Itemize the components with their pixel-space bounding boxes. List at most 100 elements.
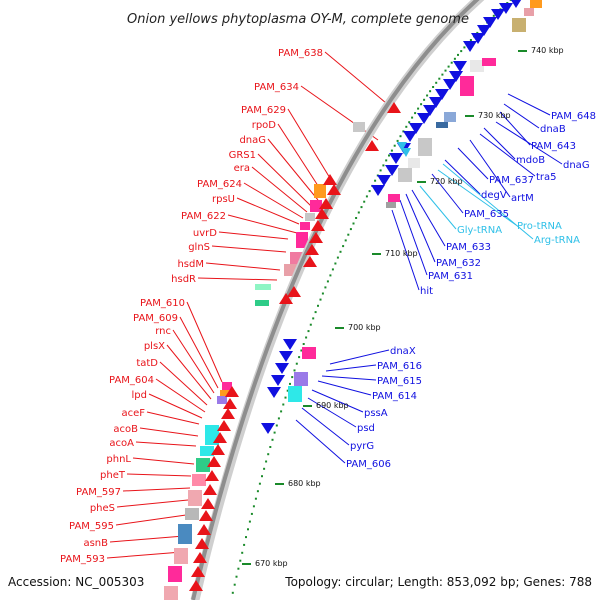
rna-gene-leader — [442, 163, 534, 240]
forward-gene-label: PAM_597 — [76, 487, 121, 498]
reverse-gene-arrow — [275, 363, 289, 374]
kbp-minor-tick — [414, 112, 417, 115]
forward-gene-label: rpoD — [252, 120, 277, 131]
forward-gene-label: PAM_595 — [69, 521, 114, 532]
cog-feature-box — [255, 284, 271, 290]
kbp-minor-tick — [261, 475, 263, 478]
feature-tracks — [164, 0, 542, 600]
forward-gene-label: PAM_610 — [140, 298, 185, 309]
kbp-minor-tick — [239, 559, 242, 562]
reverse-gene-leader — [503, 103, 540, 129]
cog-feature-box — [294, 372, 308, 386]
cog-feature-box — [222, 382, 232, 390]
forward-gene-leader — [197, 277, 278, 281]
reverse-gene-arrow — [483, 17, 497, 28]
kbp-label: 680 kbp — [288, 479, 321, 488]
forward-gene-label: phnL — [106, 454, 131, 465]
forward-gene-leader — [236, 197, 300, 225]
kbp-minor-tick — [393, 144, 396, 147]
label-leader-lines — [106, 51, 563, 559]
rna-gene-label: Pro-tRNA — [517, 221, 562, 232]
forward-gene-arrow — [303, 256, 317, 267]
forward-gene-label: GRS1 — [229, 150, 256, 161]
kbp-minor-tick — [492, 14, 495, 17]
cog-feature-box — [530, 0, 542, 8]
kbp-minor-tick — [368, 190, 371, 193]
reverse-gene-label: PAM_648 — [551, 111, 596, 122]
cog-feature-box — [512, 18, 526, 32]
reverse-gene-leader — [391, 209, 420, 291]
forward-gene-leader — [267, 138, 319, 201]
forward-gene-leader — [109, 535, 185, 543]
forward-gene-arrow — [201, 498, 215, 509]
kbp-minor-tick — [469, 39, 472, 41]
reverse-gene-leader — [469, 139, 511, 198]
kbp-tick-marks — [231, 0, 527, 594]
kbp-minor-tick — [233, 583, 236, 586]
forward-gene-arrow — [207, 456, 221, 467]
kbp-minor-tick — [408, 121, 411, 124]
kbp-minor-tick — [324, 286, 327, 289]
reverse-gene-arrow — [429, 97, 443, 108]
kbp-minor-tick — [277, 417, 280, 420]
reverse-gene-arrow — [271, 375, 285, 386]
reverse-gene-leader — [507, 93, 551, 116]
forward-gene-leader — [300, 85, 379, 141]
reverse-gene-label: hit — [420, 286, 433, 297]
rna-gene-label: Arg-tRNA — [534, 235, 580, 246]
kbp-minor-tick — [342, 245, 345, 248]
kbp-minor-tick — [388, 154, 390, 157]
reverse-gene-label: PAM_631 — [428, 271, 473, 282]
cog-feature-box — [174, 548, 188, 564]
forward-gene-leader — [116, 499, 189, 508]
kbp-minor-tick — [438, 77, 441, 80]
kbp-minor-tick — [435, 81, 438, 84]
kbp-minor-tick — [460, 50, 463, 53]
forward-gene-arrow — [315, 208, 329, 219]
forward-gene-leader — [159, 361, 208, 406]
kbp-minor-tick — [258, 482, 261, 485]
forward-gene-leader — [227, 214, 298, 234]
forward-gene-arrow — [279, 293, 293, 304]
reverse-gene-arrow — [377, 175, 391, 186]
cog-feature-box — [185, 508, 199, 520]
kbp-minor-tick — [314, 311, 317, 314]
forward-gene-arrow — [217, 420, 231, 431]
forward-gene-label: PAM_622 — [181, 211, 226, 222]
kbp-minor-tick — [399, 135, 402, 138]
forward-gene-arrow — [225, 386, 239, 397]
forward-gene-arrow — [195, 538, 209, 549]
reverse-gene-leader — [457, 147, 489, 180]
forward-gene-label: glnS — [188, 242, 210, 253]
genome-summary: Topology: circular; Length: 853,092 bp; … — [284, 575, 592, 589]
cog-feature-box — [300, 222, 310, 230]
kbp-minor-tick — [463, 46, 466, 49]
forward-gene-leader — [205, 262, 281, 271]
forward-gene-label: uvrD — [193, 228, 217, 239]
forward-gene-arrow — [323, 174, 337, 185]
kbp-minor-tick — [379, 169, 382, 172]
kbp-minor-tick — [317, 304, 319, 307]
cog-feature-box — [353, 122, 365, 132]
forward-gene-arrow — [193, 552, 207, 563]
forward-gene-leader — [132, 457, 195, 465]
kbp-minor-tick — [267, 453, 270, 456]
reverse-gene-label: dnaB — [540, 124, 566, 135]
forward-gene-arrow — [199, 510, 213, 521]
reverse-gene-leader — [411, 189, 446, 247]
kbp-minor-tick — [450, 61, 453, 64]
kbp-minor-tick — [355, 217, 358, 219]
reverse-gene-arrow — [409, 123, 423, 134]
forward-gene-arrow — [305, 244, 319, 255]
kbp-minor-tick — [365, 195, 368, 198]
genome-backbone — [191, 0, 480, 600]
forward-gene-leader — [277, 123, 325, 196]
kbp-minor-tick — [254, 497, 257, 500]
kbp-minor-tick — [291, 376, 294, 379]
forward-gene-arrow — [327, 184, 341, 195]
forward-gene-label: PAM_629 — [241, 105, 286, 116]
kbp-minor-tick — [385, 159, 388, 162]
kbp-minor-tick — [423, 98, 426, 101]
cog-feature-box — [310, 200, 322, 212]
forward-gene-label: pheS — [90, 503, 115, 514]
